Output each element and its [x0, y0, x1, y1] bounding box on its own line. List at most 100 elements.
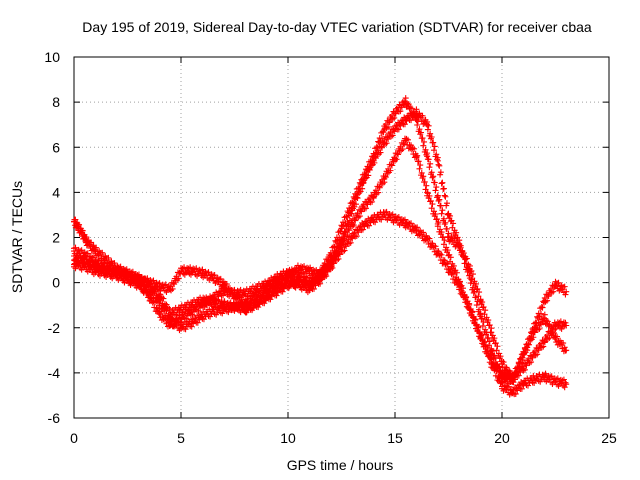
- data-point: [380, 129, 387, 136]
- data-point: [482, 326, 489, 333]
- data-point: [413, 117, 420, 124]
- data-point: [531, 351, 538, 358]
- data-point: [434, 193, 441, 200]
- data-point: [563, 322, 570, 329]
- data-point: [450, 262, 457, 269]
- data-point: [231, 293, 238, 300]
- data-point: [524, 340, 531, 347]
- data-point: [555, 279, 562, 286]
- data-point: [381, 211, 388, 218]
- data-point: [518, 385, 525, 392]
- data-point: [210, 308, 217, 315]
- data-point: [442, 193, 449, 200]
- data-point: [402, 220, 409, 227]
- data-point: [376, 184, 383, 191]
- data-point: [561, 384, 568, 391]
- data-point: [292, 268, 299, 275]
- data-point: [199, 302, 206, 309]
- data-point: [279, 288, 286, 295]
- data-point: [534, 322, 541, 329]
- data-point: [178, 315, 184, 322]
- data-point: [78, 247, 85, 254]
- data-point: [71, 218, 77, 225]
- data-point: [231, 304, 238, 311]
- data-point: [349, 200, 356, 207]
- data-point: [542, 370, 549, 377]
- x-tick-label: 15: [387, 430, 403, 446]
- data-point: [531, 376, 538, 383]
- data-point: [107, 265, 114, 272]
- data-point: [346, 217, 353, 224]
- data-point: [438, 180, 445, 187]
- data-point: [320, 268, 327, 275]
- data-point: [298, 270, 305, 277]
- data-point: [163, 307, 170, 314]
- data-point: [194, 319, 201, 326]
- x-tick-label: 25: [601, 430, 617, 446]
- data-point: [417, 162, 424, 169]
- data-point: [274, 288, 281, 295]
- data-point: [135, 277, 142, 284]
- data-point: [93, 244, 100, 251]
- data-point: [424, 121, 431, 128]
- data-point: [512, 390, 519, 397]
- data-point: [552, 322, 559, 329]
- data-point: [469, 284, 476, 291]
- data-point: [84, 250, 91, 257]
- data-point: [338, 239, 345, 246]
- data-point: [103, 268, 110, 275]
- data-point: [242, 306, 249, 313]
- data-point: [252, 286, 259, 293]
- x-tick-label: 20: [494, 430, 510, 446]
- data-point: [353, 233, 360, 240]
- data-point: [419, 135, 426, 142]
- data-point: [286, 266, 293, 273]
- data-point: [210, 275, 217, 282]
- data-point: [150, 277, 157, 284]
- data-point: [72, 244, 79, 251]
- data-point: [338, 225, 345, 232]
- data-point: [439, 179, 446, 186]
- data-point: [445, 211, 452, 218]
- data-point: [401, 121, 408, 128]
- data-point: [450, 220, 457, 227]
- data-point: [354, 195, 361, 202]
- series-track-d: [71, 106, 570, 387]
- data-point: [424, 126, 431, 133]
- data-point: [562, 291, 569, 298]
- data-point: [81, 259, 88, 266]
- data-point: [429, 201, 436, 208]
- data-point: [486, 322, 493, 329]
- data-point: [205, 269, 212, 276]
- y-tick-label: -2: [48, 320, 61, 336]
- data-point: [513, 370, 520, 377]
- data-point: [263, 295, 270, 302]
- data-point: [519, 354, 526, 361]
- data-point: [529, 354, 536, 361]
- data-point: [461, 260, 468, 267]
- data-point: [432, 243, 439, 250]
- data-point: [327, 261, 334, 268]
- data-point: [481, 311, 488, 318]
- data-point: [352, 217, 359, 224]
- data-point: [473, 294, 480, 301]
- data-point: [434, 220, 441, 227]
- data-point: [306, 281, 313, 288]
- data-point: [207, 300, 214, 307]
- data-point: [261, 300, 268, 307]
- data-point: [463, 294, 470, 301]
- data-point: [213, 296, 220, 303]
- data-point: [375, 189, 382, 196]
- data-point: [178, 306, 184, 313]
- data-point: [474, 298, 481, 305]
- data-point: [520, 365, 527, 372]
- data-point: [537, 321, 544, 328]
- data-point: [453, 229, 460, 236]
- data-point: [395, 151, 402, 158]
- data-point: [443, 225, 450, 232]
- data-point: [563, 381, 570, 388]
- data-point: [156, 299, 163, 306]
- data-point: [476, 306, 483, 313]
- data-point: [438, 210, 445, 217]
- data-point: [366, 166, 373, 173]
